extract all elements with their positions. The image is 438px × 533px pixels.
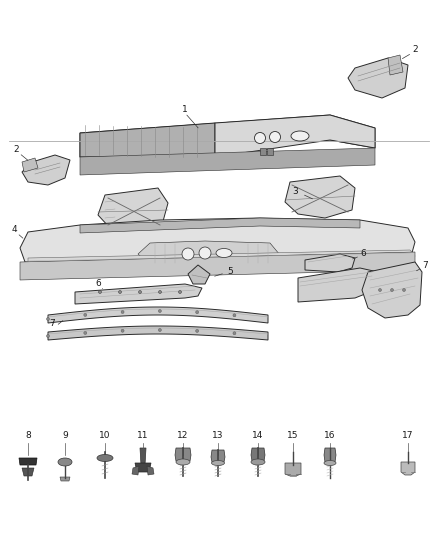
Circle shape	[269, 132, 280, 142]
Polygon shape	[60, 477, 70, 481]
Text: 14: 14	[252, 431, 264, 440]
Circle shape	[254, 133, 265, 143]
Polygon shape	[251, 448, 265, 461]
Ellipse shape	[58, 458, 72, 466]
Polygon shape	[388, 55, 403, 75]
Text: 7: 7	[422, 261, 428, 270]
Polygon shape	[215, 115, 375, 157]
Polygon shape	[260, 148, 266, 155]
Polygon shape	[175, 448, 191, 461]
Ellipse shape	[97, 455, 113, 462]
Polygon shape	[285, 463, 301, 476]
Polygon shape	[80, 115, 375, 157]
Text: 8: 8	[25, 431, 31, 440]
Text: 7: 7	[49, 319, 55, 328]
Polygon shape	[324, 448, 336, 462]
Ellipse shape	[176, 459, 190, 465]
Polygon shape	[22, 158, 38, 172]
Circle shape	[196, 329, 199, 333]
Text: 3: 3	[292, 188, 298, 197]
Polygon shape	[98, 188, 168, 232]
Polygon shape	[20, 252, 415, 280]
Circle shape	[159, 328, 161, 332]
Polygon shape	[20, 218, 415, 272]
Text: 9: 9	[62, 431, 68, 440]
Polygon shape	[75, 284, 202, 304]
Polygon shape	[401, 462, 415, 475]
Ellipse shape	[212, 461, 225, 465]
Polygon shape	[48, 326, 268, 340]
Text: 11: 11	[137, 431, 149, 440]
Text: 16: 16	[324, 431, 336, 440]
Circle shape	[119, 290, 121, 294]
Circle shape	[121, 329, 124, 332]
Circle shape	[84, 332, 87, 334]
Circle shape	[196, 311, 199, 314]
Circle shape	[391, 288, 393, 292]
Circle shape	[403, 288, 406, 292]
Polygon shape	[147, 466, 154, 475]
Text: 12: 12	[177, 431, 189, 440]
Circle shape	[138, 290, 141, 294]
Text: 13: 13	[212, 431, 224, 440]
Polygon shape	[22, 468, 34, 476]
Text: 17: 17	[402, 431, 414, 440]
Circle shape	[159, 290, 162, 294]
Polygon shape	[138, 241, 280, 266]
Polygon shape	[267, 148, 273, 155]
Text: 10: 10	[99, 431, 111, 440]
Polygon shape	[348, 58, 408, 98]
Polygon shape	[298, 268, 378, 302]
Circle shape	[121, 311, 124, 313]
Text: 2: 2	[13, 146, 19, 155]
Text: 6: 6	[360, 249, 366, 259]
Circle shape	[182, 248, 194, 260]
Polygon shape	[305, 254, 355, 272]
Ellipse shape	[251, 459, 265, 465]
Circle shape	[233, 314, 236, 317]
Text: 1: 1	[182, 106, 188, 115]
Circle shape	[84, 313, 87, 317]
Polygon shape	[28, 250, 415, 270]
Circle shape	[46, 318, 49, 320]
Circle shape	[179, 290, 181, 294]
Polygon shape	[80, 148, 375, 175]
Polygon shape	[22, 155, 70, 185]
Text: 4: 4	[11, 225, 17, 235]
Ellipse shape	[324, 461, 336, 465]
Polygon shape	[362, 262, 422, 318]
Polygon shape	[140, 448, 146, 465]
Ellipse shape	[216, 248, 232, 257]
Polygon shape	[188, 265, 210, 284]
Circle shape	[199, 247, 211, 259]
Circle shape	[46, 335, 49, 337]
Text: 5: 5	[227, 268, 233, 277]
Circle shape	[233, 332, 236, 335]
Polygon shape	[19, 458, 37, 465]
Ellipse shape	[291, 131, 309, 141]
Circle shape	[378, 288, 381, 292]
Polygon shape	[135, 463, 151, 472]
Polygon shape	[80, 218, 360, 233]
Text: 15: 15	[287, 431, 299, 440]
Circle shape	[99, 290, 102, 294]
Text: 2: 2	[412, 45, 418, 54]
Polygon shape	[132, 466, 139, 475]
Circle shape	[159, 310, 161, 312]
Polygon shape	[80, 123, 215, 157]
Text: 6: 6	[95, 279, 101, 288]
Polygon shape	[48, 307, 268, 323]
Polygon shape	[285, 176, 355, 218]
Polygon shape	[211, 450, 225, 462]
